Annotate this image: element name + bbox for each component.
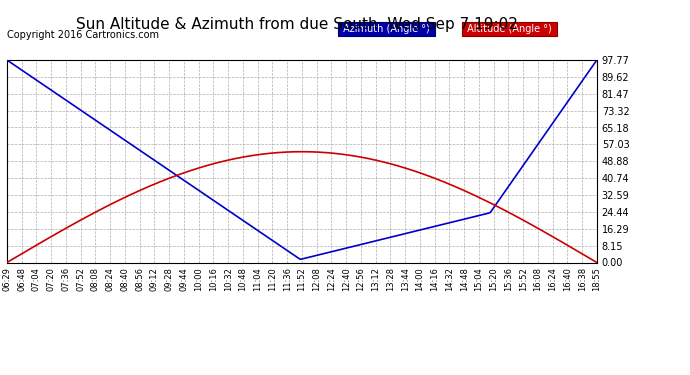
Text: Copyright 2016 Cartronics.com: Copyright 2016 Cartronics.com (7, 30, 159, 40)
Text: Azimuth (Angle °): Azimuth (Angle °) (340, 24, 433, 33)
Text: Altitude (Angle °): Altitude (Angle °) (464, 24, 555, 33)
Text: Sun Altitude & Azimuth from due South  Wed Sep 7 19:02: Sun Altitude & Azimuth from due South We… (76, 17, 518, 32)
